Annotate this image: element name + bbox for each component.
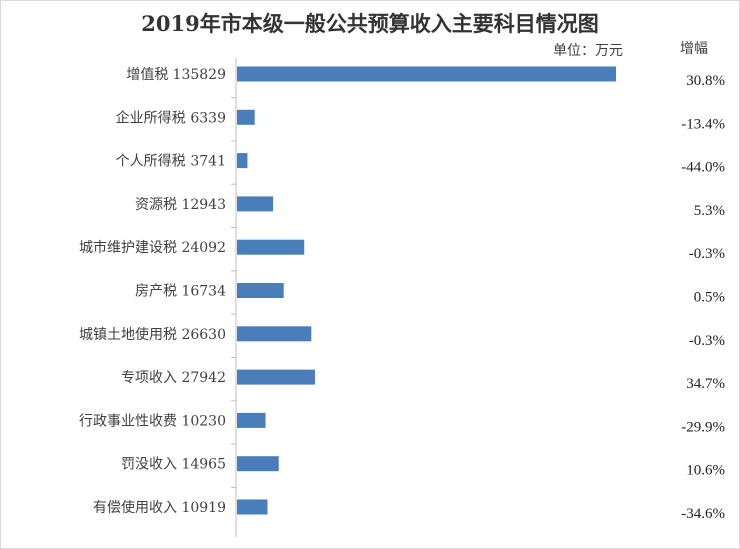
category-label: 城市维护建设税	[79, 239, 177, 256]
category-label: 罚没收入	[121, 457, 177, 473]
bar	[237, 412, 266, 428]
value-label: 12943	[181, 197, 226, 213]
category-label: 企业所得税	[116, 109, 186, 126]
category-label: 城镇土地使用税	[79, 326, 177, 343]
value-label: 27942	[181, 370, 226, 386]
bar	[237, 196, 274, 212]
value-label: 10919	[181, 500, 226, 516]
bar	[237, 283, 284, 298]
growth-label: 30.8%	[686, 73, 725, 89]
growth-header: 增幅	[680, 41, 708, 57]
category-label: 行政事业性收费	[79, 413, 177, 429]
value-label: 16734	[181, 284, 226, 300]
category-label: 增值税	[126, 67, 168, 83]
category-label: 专项收入	[121, 370, 177, 386]
category-label: 个人所得税	[116, 153, 186, 170]
category-label: 有偿使用收入	[93, 499, 177, 516]
growth-label: 5.3%	[694, 203, 725, 219]
value-label: 10230	[181, 413, 226, 429]
growth-label: 10.6%	[686, 463, 725, 479]
category-label: 资源税	[135, 197, 177, 213]
growth-label: -0.3%	[689, 333, 725, 349]
growth-label: -44.0%	[681, 160, 725, 176]
bar	[237, 369, 315, 385]
growth-label: -0.3%	[689, 246, 725, 262]
growth-label: -29.9%	[681, 419, 725, 435]
category-label: 房产税	[135, 284, 177, 300]
growth-label: -13.4%	[681, 116, 725, 132]
bar	[237, 326, 312, 342]
value-label: 3741	[190, 154, 226, 170]
bar	[237, 239, 305, 255]
bar	[237, 66, 616, 82]
bar	[237, 499, 268, 515]
growth-label: 34.7%	[686, 376, 725, 392]
bar	[237, 109, 255, 125]
value-label: 24092	[181, 240, 226, 256]
value-label: 6339	[190, 110, 226, 126]
unit-label: 单位：万元	[553, 43, 623, 59]
bar	[237, 153, 248, 169]
value-label: 135829	[173, 67, 226, 83]
value-label: 14965	[181, 457, 226, 473]
growth-label: -34.6%	[681, 506, 725, 522]
value-label: 26630	[181, 327, 226, 343]
bar	[237, 456, 279, 472]
chart-title: 2019年市本级一般公共预算收入主要科目情况图	[141, 11, 599, 36]
growth-label: 0.5%	[694, 290, 725, 306]
